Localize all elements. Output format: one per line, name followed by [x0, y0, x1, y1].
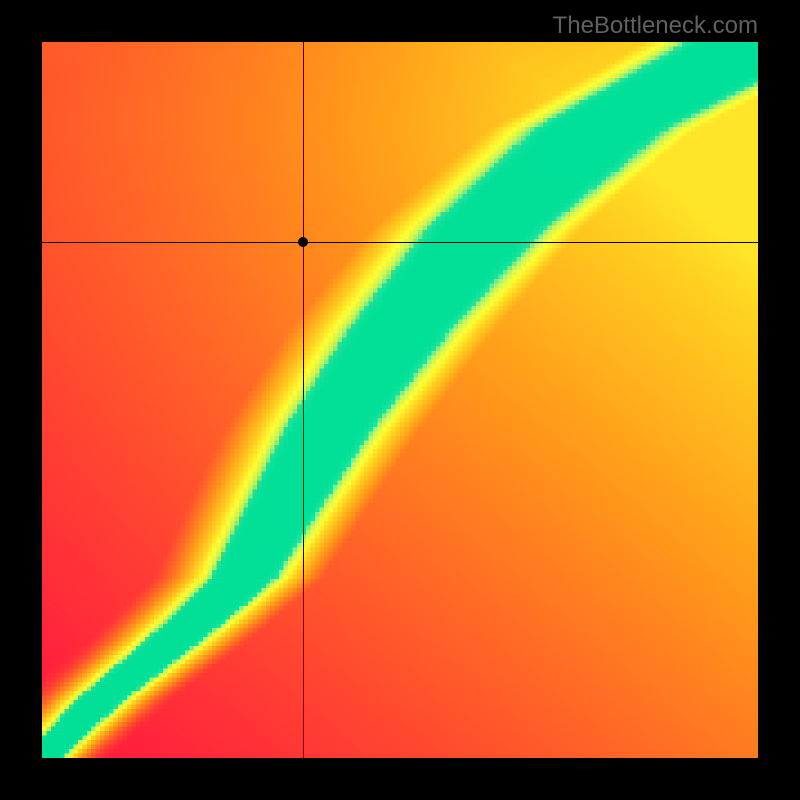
chart-container: TheBottleneck.com [0, 0, 800, 800]
crosshair-vertical [303, 42, 304, 758]
watermark-text: TheBottleneck.com [553, 12, 758, 40]
bottleneck-heatmap [42, 42, 758, 758]
crosshair-horizontal [42, 242, 758, 243]
